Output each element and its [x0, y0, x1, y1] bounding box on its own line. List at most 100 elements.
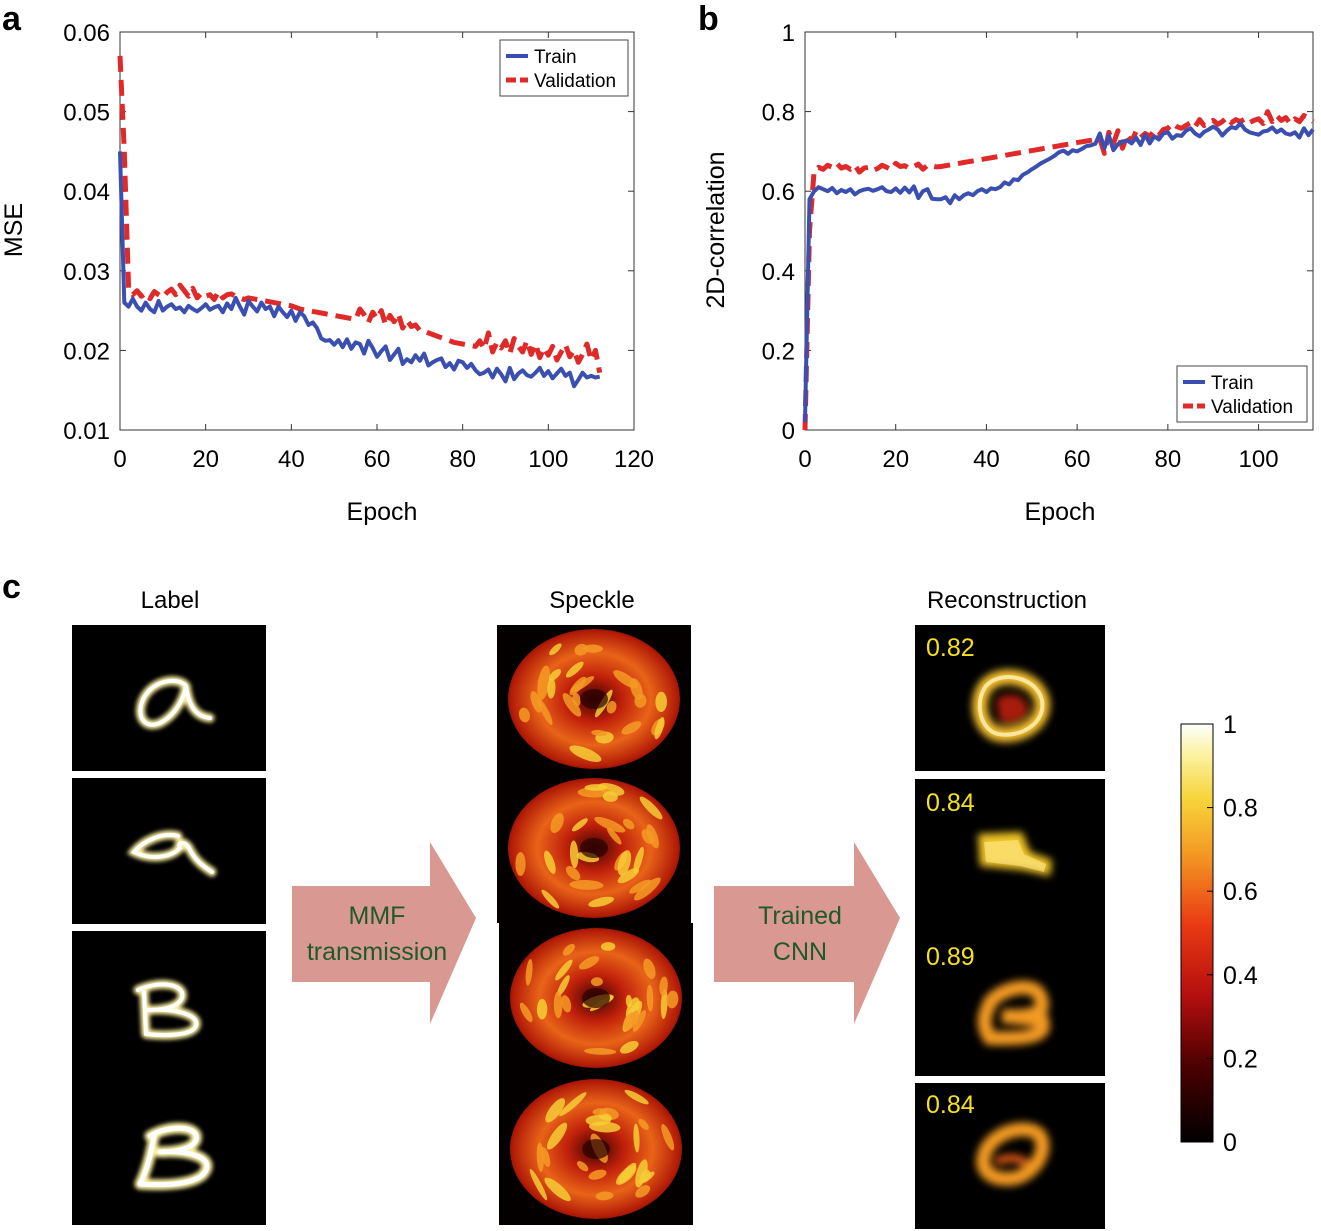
speckle-grain: [634, 693, 647, 708]
colorbar-tick-label: 0: [1223, 1129, 1237, 1157]
speckle-grain: [565, 866, 581, 881]
colorbar-tick-label: 0.8: [1223, 795, 1258, 823]
arrow-2-line-2: CNN: [773, 938, 827, 966]
x-tick-label: 40: [973, 446, 1000, 473]
speckle-grain: [638, 1118, 649, 1130]
y-tick-label: 0.03: [63, 259, 110, 286]
x-tick-label: 60: [364, 446, 391, 473]
speckle-grain: [622, 818, 635, 830]
colorbar-tick-label: 1: [1223, 711, 1237, 739]
arrow-1-line-1: MMF: [349, 902, 406, 930]
y-tick-label: 0.01: [63, 418, 110, 445]
speckle-grain: [590, 977, 603, 987]
speckle-grain: [529, 1168, 548, 1201]
speckle-grain: [565, 661, 584, 678]
y-tick-label: 0.02: [63, 338, 110, 365]
series-validation-line: [117, 55, 603, 374]
speckle-grain: [553, 991, 563, 1019]
speckle-grain: [629, 879, 651, 894]
speckle-grain: [633, 846, 644, 874]
speckle-grain: [546, 1122, 568, 1150]
speckle-grain: [569, 840, 579, 869]
speckle-grain: [633, 1123, 640, 1153]
legend-label-train: Train: [534, 47, 577, 68]
legend-label-validation: Validation: [1211, 397, 1293, 418]
y-tick-label: 1: [782, 20, 795, 47]
speckle-core: [582, 988, 610, 1008]
speckle-grain: [578, 956, 600, 970]
speckle-grain: [519, 1002, 533, 1023]
speckle-grain: [557, 975, 570, 997]
column-title-label: Label: [141, 587, 200, 614]
speckle-grain: [589, 1121, 621, 1133]
speckle-image-3: [499, 923, 693, 1073]
y-tick-label: 0.04: [63, 179, 110, 206]
x-tick-label: 100: [528, 446, 568, 473]
legend-box: [499, 39, 629, 97]
speckle-grain: [659, 976, 668, 996]
speckle-core: [580, 838, 608, 858]
speckle-grain: [617, 868, 640, 884]
speckle-grain: [666, 990, 679, 1009]
y-axis-label: MSE: [0, 203, 28, 257]
speckle-grain: [588, 1169, 607, 1180]
speckle-grain: [544, 1177, 571, 1202]
speckle-grain: [569, 745, 602, 762]
speckle-grain: [530, 691, 542, 713]
x-tick-label: 0: [798, 446, 811, 473]
speckle-grain: [572, 692, 581, 707]
speckle-grain: [592, 1108, 608, 1116]
legend-label-train: Train: [1211, 373, 1254, 394]
series-train-line: [803, 121, 1315, 423]
speckle-grain: [518, 707, 530, 723]
legend-label-validation: Validation: [534, 71, 616, 92]
speckle-grain: [634, 877, 661, 901]
speckle-images: [497, 625, 693, 1225]
speckle-grain: [643, 958, 656, 979]
speckle-grain: [623, 1012, 637, 1031]
speckle-grain: [588, 896, 615, 908]
speckle-grain: [584, 784, 608, 791]
speckle-grain: [625, 994, 633, 1008]
reconstruction-images: 0.82 0.84 0.89 0.84: [915, 625, 1105, 1229]
speckle-grain: [600, 942, 616, 951]
speckle-grain: [576, 1161, 589, 1172]
speckle-grain: [562, 692, 582, 717]
speckle-grain: [569, 676, 587, 696]
reconstruction-score-4: 0.84: [926, 1091, 975, 1119]
chart-a: 0 20 40 60 80 100 120 0.01 0.02 0.03 0.04 0.05 0.06 E…: [0, 20, 654, 526]
x-tick-label: 60: [1064, 446, 1091, 473]
speckle-grain: [537, 665, 551, 700]
speckle-grain: [654, 717, 665, 740]
reconstruction-score-1: 0.82: [926, 634, 975, 662]
speckle-grain: [545, 1098, 566, 1123]
speckle-grain: [606, 700, 617, 714]
speckle-grain: [661, 1124, 675, 1151]
x-tick-label: 100: [1239, 446, 1279, 473]
legend-box: [1176, 365, 1308, 423]
plot-area-a: [119, 31, 635, 431]
y-tick-label: 0.4: [762, 259, 795, 286]
chart-b: 0 20 40 60 80 100 0 0.2 0.4 0.6 0.8 1 Epoch 2D-correl…: [702, 20, 1315, 526]
speckle-grain: [571, 818, 588, 832]
speckle-grain: [537, 698, 553, 726]
speckle-grain: [561, 995, 572, 1013]
colorbar-tick-label: 0.2: [1223, 1045, 1258, 1073]
colorbar-tick-label: 0.4: [1223, 962, 1258, 990]
speckle-grain: [547, 678, 556, 699]
x-tick-label: 0: [113, 446, 126, 473]
x-tick-label: 20: [882, 446, 909, 473]
speckle-grain: [646, 824, 659, 849]
speckle-grain: [621, 721, 642, 735]
y-tick-label: 0.2: [762, 338, 795, 365]
speckle-grain: [536, 998, 548, 1020]
x-tick-label: 20: [192, 446, 219, 473]
label-image-3: [72, 931, 266, 1225]
speckle-image-2: [497, 773, 691, 923]
arrow-1-line-2: transmission: [307, 938, 447, 966]
panel-label-c: c: [2, 568, 21, 606]
reconstruction-score-3: 0.89: [926, 943, 975, 971]
speckle-grain: [548, 669, 562, 681]
y-axis-label: 2D-correlation: [702, 151, 730, 308]
